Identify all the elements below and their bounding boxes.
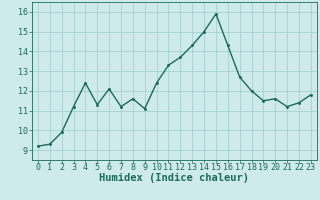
X-axis label: Humidex (Indice chaleur): Humidex (Indice chaleur) <box>100 173 249 183</box>
